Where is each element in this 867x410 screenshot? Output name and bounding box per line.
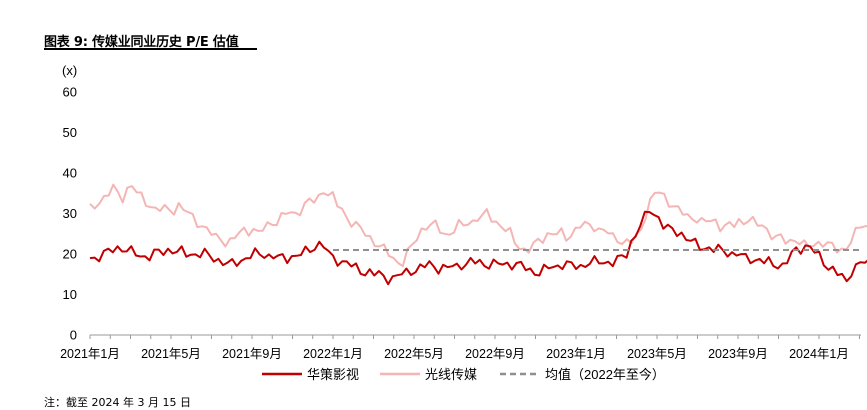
y-tick-label: 30 — [63, 206, 77, 221]
chart-title: 图表 9: 传媒业同业历史 P/E 估值 — [44, 35, 239, 50]
x-tick-label: 2022年1月 — [303, 347, 363, 361]
y-tick-label: 60 — [63, 85, 77, 100]
x-tick-label: 2023年1月 — [546, 347, 606, 361]
series-line-guangxian — [89, 183, 867, 268]
y-tick-label: 20 — [63, 247, 77, 262]
y-tick-label: 40 — [63, 166, 77, 181]
series-line-huace — [89, 210, 867, 286]
x-tick-label: 2022年9月 — [465, 347, 525, 361]
title-underline — [44, 48, 257, 50]
y-tick-label: 0 — [70, 328, 77, 343]
x-tick-label: 2023年9月 — [708, 347, 768, 361]
x-tick-label: 2022年5月 — [384, 347, 444, 361]
x-tick-label: 2021年9月 — [222, 347, 282, 361]
legend-label: 光线传媒 — [425, 367, 477, 382]
legend-label: 华策影视 — [307, 367, 359, 382]
x-tick-label: 2021年5月 — [141, 347, 201, 361]
y-axis-unit-label: (x) — [62, 63, 77, 78]
legend-label: 均值（2022年至今） — [545, 367, 665, 382]
y-tick-label: 10 — [63, 287, 77, 302]
y-tick-label: 50 — [63, 125, 77, 140]
x-tick-label: 2023年5月 — [627, 347, 687, 361]
x-tick-label: 2021年1月 — [60, 347, 120, 361]
x-tick-label: 2024年1月 — [789, 347, 849, 361]
footnote: 注：截至 2024 年 3 月 15 日 — [44, 396, 191, 409]
